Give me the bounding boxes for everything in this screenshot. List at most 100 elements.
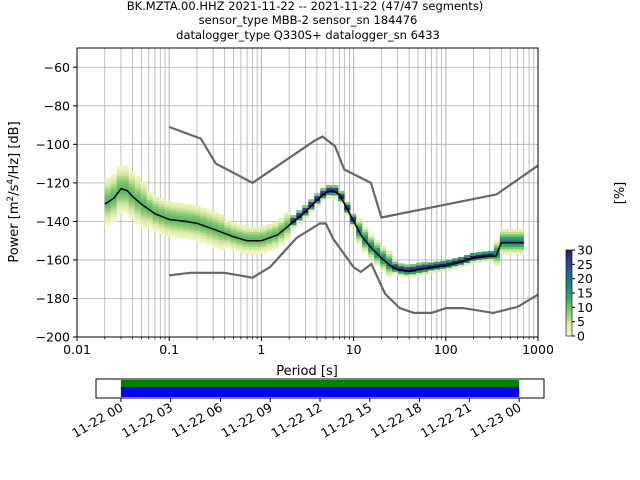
psd-cell [332, 195, 339, 198]
psd-cell [439, 263, 447, 267]
psd-cell [421, 271, 429, 275]
psd-cell [254, 234, 261, 237]
psd-cell [104, 207, 112, 211]
psd-cell [122, 180, 129, 184]
x-tick-label: 100 [434, 342, 458, 357]
chart-title: BK.MZTA.00.HHZ 2021-11-22 -- 2021-11-22 … [127, 0, 484, 42]
psd-cell [505, 231, 513, 235]
psd-cell [296, 210, 303, 213]
psd-cell [362, 249, 369, 253]
psd-cell [272, 236, 279, 240]
psd-cell [272, 231, 279, 235]
x-axis-label: Period [s] [276, 364, 338, 379]
psd-cell [104, 185, 112, 188]
psd-cell [415, 262, 423, 266]
psd-cell [344, 202, 351, 205]
psd-cell [212, 242, 219, 246]
psd-cell [164, 216, 171, 219]
psd-cell [140, 223, 147, 227]
psd-cell [116, 180, 124, 184]
psd-cell [122, 185, 129, 189]
psd-cell [158, 216, 165, 220]
psd-cell [242, 251, 249, 254]
psd-cell [421, 261, 429, 265]
psd-cell [188, 222, 195, 226]
psd-cell [260, 225, 267, 229]
psd-cell [110, 203, 118, 207]
psd-cell [224, 245, 231, 249]
psd-cell [128, 213, 135, 217]
psd-cell [176, 233, 183, 236]
psd-cell [110, 173, 118, 177]
psd-cell [128, 211, 135, 214]
time-tick-label: 11-22 12 [268, 400, 324, 441]
psd-cell [481, 256, 489, 260]
psd-cell [326, 187, 333, 191]
y-tick-label: −80 [44, 98, 70, 113]
y-tick-label: −100 [36, 137, 70, 152]
psd-cell [314, 193, 321, 196]
psd-cell [386, 273, 393, 277]
psd-cell [362, 231, 369, 235]
colorbar-tick-label: 30 [577, 243, 593, 258]
psd-cell [374, 240, 381, 244]
psd-cell [230, 242, 237, 246]
psd-cell [278, 242, 285, 246]
psd-cell [505, 239, 513, 242]
psd-cell [386, 268, 393, 272]
psd-cell [158, 223, 165, 227]
colorbar-tick-label: 0 [577, 329, 585, 344]
psd-cell [104, 197, 112, 201]
psd-cell [116, 190, 124, 194]
psd-cell [146, 197, 153, 201]
psd-cell [146, 224, 153, 228]
psd-cell [230, 227, 237, 231]
psd-cell [374, 260, 381, 264]
psd-cell [182, 203, 189, 207]
psd-cell [104, 222, 112, 226]
psd-cell [380, 268, 387, 272]
psd-cell [128, 170, 135, 174]
psd-cell [146, 217, 153, 221]
psd-cell [116, 198, 124, 202]
psd-cell [194, 205, 201, 209]
y-tick-label: −60 [44, 60, 70, 75]
psd-cell [266, 233, 273, 237]
psd-cell [487, 253, 495, 257]
psd-cell [218, 219, 225, 223]
psd-cell [338, 201, 345, 204]
mode-series [104, 187, 524, 273]
psd-cell [116, 210, 124, 214]
psd-cell [499, 239, 507, 242]
psd-cell [212, 212, 219, 216]
psd-cell [128, 178, 135, 182]
psd-cell [392, 271, 399, 275]
psd-cell [110, 178, 118, 182]
psd-cell [224, 227, 231, 231]
psd-cell [380, 251, 387, 254]
psd-cell [386, 271, 393, 275]
psd-cell [152, 211, 159, 215]
psd-cell [188, 212, 195, 216]
psd-cell [104, 190, 112, 193]
psd-cell [128, 203, 135, 207]
psd-cell [140, 191, 147, 194]
psd-cell [463, 262, 471, 266]
psd-cell [128, 176, 135, 179]
psd-cell [176, 202, 183, 206]
psd-cell [511, 251, 519, 255]
psd-cell [170, 229, 177, 233]
psd-cell [218, 232, 225, 235]
psd-cell [356, 235, 363, 239]
psd-cell [194, 230, 201, 234]
psd-cell [176, 207, 183, 211]
psd-cell [170, 214, 177, 218]
psd-cell [170, 204, 177, 208]
psd-cell [439, 268, 447, 272]
psd-cell [260, 233, 267, 237]
psd-cell [386, 258, 393, 262]
y-tick-label: −180 [36, 291, 70, 306]
psd-cell [164, 206, 171, 209]
psd-cell [134, 203, 141, 207]
psd-cell [122, 195, 129, 199]
